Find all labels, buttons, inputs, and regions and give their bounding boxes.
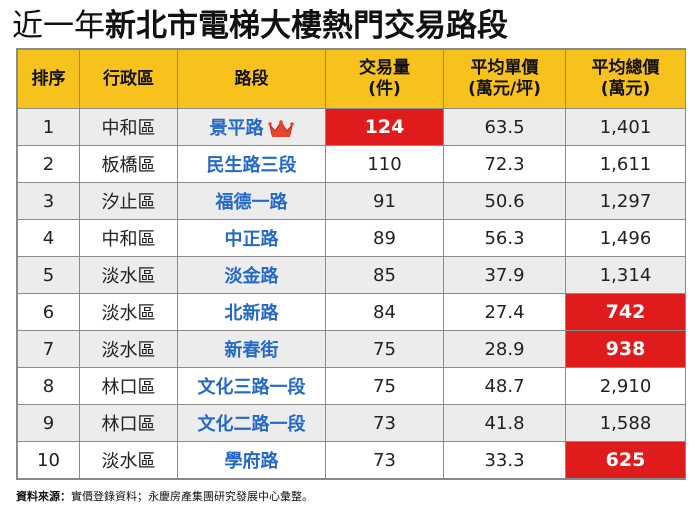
- cell-volume: 89: [325, 219, 444, 257]
- table-row: 1 中和區 景平路 124 63.5 1,401: [17, 108, 686, 146]
- cell-volume: 91: [325, 182, 444, 220]
- cell-district: 淡水區: [79, 441, 178, 479]
- table-row: 6 淡水區 北新路 84 27.4 742: [17, 293, 686, 331]
- cell-volume: 85: [325, 256, 444, 294]
- road-label: 福德一路: [215, 192, 288, 213]
- cell-volume: 110: [325, 145, 444, 183]
- cell-rank: 8: [17, 367, 80, 405]
- title-light: 近一年: [12, 8, 105, 44]
- cell-rank: 10: [17, 441, 80, 479]
- cell-road: 淡金路: [177, 256, 326, 294]
- cell-rank: 5: [17, 256, 80, 294]
- road-label: 景平路: [209, 118, 264, 139]
- cell-road: 新春街: [177, 330, 326, 368]
- cell-road: 文化二路一段: [177, 404, 326, 442]
- header-road: 路段: [177, 49, 326, 109]
- table-row: 9 林口區 文化二路一段 73 41.8 1,588: [17, 404, 686, 442]
- header-unit-price: 平均單價 (萬元/坪): [443, 49, 566, 109]
- transaction-table: 排序 行政區 路段 交易量 (件) 平均單價 (萬元/坪) 平均總價 (萬元) …: [17, 49, 686, 479]
- cell-volume: 75: [325, 367, 444, 405]
- cell-district: 淡水區: [79, 330, 178, 368]
- cell-total-price: 2,910: [565, 367, 686, 405]
- cell-total-price: 1,588: [565, 404, 686, 442]
- cell-rank: 1: [17, 108, 80, 146]
- cell-road: 北新路: [177, 293, 326, 331]
- cell-unit-price: 50.6: [443, 182, 566, 220]
- table-row: 3 汐止區 福德一路 91 50.6 1,297: [17, 182, 686, 220]
- cell-total-price: 1,314: [565, 256, 686, 294]
- source-note: 資料來源：實價登錄資料；永慶房產集團研究發展中心彙整。: [16, 488, 313, 504]
- crown-icon: [267, 120, 294, 137]
- cell-volume: 75: [325, 330, 444, 368]
- cell-volume: 84: [325, 293, 444, 331]
- road-label: 民生路三段: [206, 155, 297, 176]
- cell-unit-price: 33.3: [443, 441, 566, 479]
- table-row: 5 淡水區 淡金路 85 37.9 1,314: [17, 256, 686, 294]
- cell-total-price: 1,496: [565, 219, 686, 257]
- cell-road: 福德一路: [177, 182, 326, 220]
- cell-rank: 7: [17, 330, 80, 368]
- header-volume: 交易量 (件): [325, 49, 444, 109]
- source-label: 資料來源：: [16, 490, 71, 503]
- cell-rank: 4: [17, 219, 80, 257]
- title-bold: 新北市電梯大樓熱門交易路段: [105, 8, 508, 44]
- cell-district: 淡水區: [79, 256, 178, 294]
- road-label: 中正路: [224, 229, 279, 250]
- cell-total-price: 625: [565, 441, 686, 479]
- cell-rank: 9: [17, 404, 80, 442]
- cell-total-price: 1,401: [565, 108, 686, 146]
- page-title: 近一年新北市電梯大樓熱門交易路段: [12, 4, 508, 48]
- table-row: 7 淡水區 新春街 75 28.9 938: [17, 330, 686, 368]
- cell-unit-price: 28.9: [443, 330, 566, 368]
- cell-volume: 124: [325, 108, 444, 146]
- cell-road: 文化三路一段: [177, 367, 326, 405]
- table-header-row: 排序 行政區 路段 交易量 (件) 平均單價 (萬元/坪) 平均總價 (萬元): [17, 49, 686, 109]
- data-table-container: 排序 行政區 路段 交易量 (件) 平均單價 (萬元/坪) 平均總價 (萬元) …: [16, 48, 686, 480]
- cell-road: 學府路: [177, 441, 326, 479]
- cell-road: 中正路: [177, 219, 326, 257]
- road-label: 北新路: [224, 303, 279, 324]
- cell-total-price: 1,611: [565, 145, 686, 183]
- road-label: 淡金路: [224, 266, 279, 287]
- cell-total-price: 1,297: [565, 182, 686, 220]
- table-row: 4 中和區 中正路 89 56.3 1,496: [17, 219, 686, 257]
- cell-unit-price: 48.7: [443, 367, 566, 405]
- cell-unit-price: 63.5: [443, 108, 566, 146]
- cell-rank: 3: [17, 182, 80, 220]
- cell-volume: 73: [325, 441, 444, 479]
- cell-unit-price: 56.3: [443, 219, 566, 257]
- cell-district: 淡水區: [79, 293, 178, 331]
- cell-unit-price: 72.3: [443, 145, 566, 183]
- road-label: 新春街: [224, 340, 279, 361]
- header-district: 行政區: [79, 49, 178, 109]
- cell-unit-price: 37.9: [443, 256, 566, 294]
- cell-district: 中和區: [79, 108, 178, 146]
- cell-district: 板橋區: [79, 145, 178, 183]
- source-text: 實價登錄資料；永慶房產集團研究發展中心彙整。: [71, 490, 313, 503]
- cell-district: 林口區: [79, 404, 178, 442]
- table-body: 1 中和區 景平路 124 63.5 1,401 2 板橋區 民生路三段 110 72.3 1,611…: [17, 108, 686, 479]
- header-total-price: 平均總價 (萬元): [565, 49, 686, 109]
- table-row: 2 板橋區 民生路三段 110 72.3 1,611: [17, 145, 686, 183]
- table-row: 10 淡水區 學府路 73 33.3 625: [17, 441, 686, 479]
- cell-rank: 6: [17, 293, 80, 331]
- table-row: 8 林口區 文化三路一段 75 48.7 2,910: [17, 367, 686, 405]
- cell-total-price: 742: [565, 293, 686, 331]
- cell-unit-price: 41.8: [443, 404, 566, 442]
- cell-road: 景平路: [177, 108, 326, 146]
- cell-road: 民生路三段: [177, 145, 326, 183]
- cell-district: 中和區: [79, 219, 178, 257]
- road-label: 學府路: [224, 451, 279, 472]
- cell-rank: 2: [17, 145, 80, 183]
- road-label: 文化三路一段: [197, 377, 306, 398]
- cell-total-price: 938: [565, 330, 686, 368]
- header-rank: 排序: [17, 49, 80, 109]
- cell-unit-price: 27.4: [443, 293, 566, 331]
- road-label: 文化二路一段: [197, 414, 306, 435]
- cell-district: 汐止區: [79, 182, 178, 220]
- cell-district: 林口區: [79, 367, 178, 405]
- cell-volume: 73: [325, 404, 444, 442]
